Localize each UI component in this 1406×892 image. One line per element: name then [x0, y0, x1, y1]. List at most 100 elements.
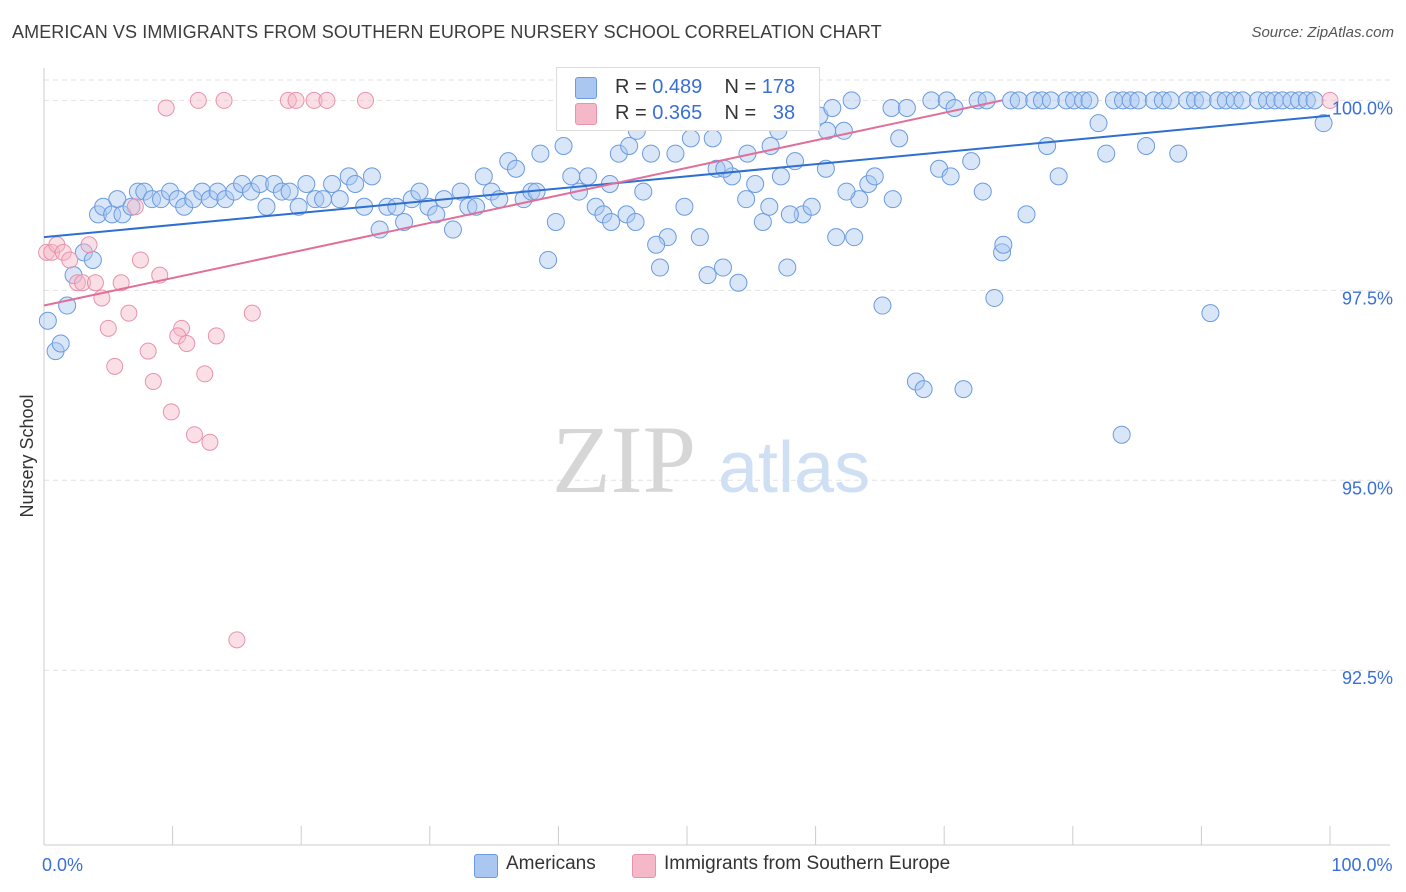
x-tick-label: 0.0%	[42, 855, 83, 875]
immigrants-point	[131, 251, 149, 269]
americans-point	[562, 167, 581, 186]
americans-point	[427, 205, 446, 224]
americans-point	[842, 91, 861, 110]
americans-point	[443, 220, 462, 239]
americans-point	[94, 197, 113, 216]
americans-point	[410, 182, 429, 201]
americans-point	[578, 167, 597, 186]
immigrants-point	[287, 91, 305, 109]
americans-point	[690, 228, 709, 247]
americans-point	[216, 190, 235, 209]
americans-point	[1032, 91, 1051, 110]
immigrants-n-value: 38	[772, 102, 796, 124]
americans-point	[1233, 91, 1252, 110]
americans-point	[714, 258, 733, 277]
americans-point	[1257, 91, 1276, 110]
americans-point	[823, 98, 842, 117]
immigrants-r-value: 0.365	[652, 102, 703, 124]
americans-point	[289, 197, 308, 216]
americans-point	[647, 235, 666, 254]
americans-point	[193, 182, 212, 201]
americans-point	[554, 136, 573, 155]
americans-point	[1041, 91, 1060, 110]
americans-point	[265, 174, 284, 193]
americans-point	[1193, 91, 1212, 110]
americans-point	[883, 190, 902, 209]
americans-point	[161, 182, 180, 201]
americans-n-value: 178	[761, 76, 796, 98]
immigrants-point	[112, 274, 130, 292]
y-tick-label: 92.5%	[1342, 668, 1393, 688]
americans-point	[330, 190, 349, 209]
americans-point	[1129, 91, 1148, 110]
americans-point	[626, 212, 645, 231]
americans-point	[242, 182, 261, 201]
americans-point	[1297, 91, 1316, 110]
americans-point	[1282, 91, 1301, 110]
americans-point	[1113, 91, 1132, 110]
americans-point	[113, 205, 132, 224]
americans-point	[802, 197, 821, 216]
americans-point	[323, 174, 342, 193]
immigrants-point	[185, 426, 203, 444]
americans-point	[280, 182, 299, 201]
americans-point	[937, 91, 956, 110]
americans-point	[539, 250, 558, 269]
americans-point	[175, 197, 194, 216]
americans-point	[272, 182, 291, 201]
americans-point	[1201, 304, 1220, 323]
y-tick-label: 95.0%	[1342, 478, 1393, 498]
watermark-zip: ZIP	[552, 406, 696, 513]
americans-point	[993, 243, 1012, 262]
americans-point	[845, 228, 864, 247]
americans-point	[1049, 167, 1068, 186]
americans-point	[531, 144, 550, 163]
immigrants-point	[318, 91, 336, 109]
immigrants-point	[162, 403, 180, 421]
americans-point	[346, 174, 365, 193]
americans-point	[1017, 205, 1036, 224]
watermark-atlas: atlas	[718, 428, 870, 508]
americans-point	[1153, 91, 1172, 110]
americans-point	[474, 167, 493, 186]
immigrants-point	[80, 236, 98, 254]
americans-point	[83, 250, 102, 269]
immigrants-point	[139, 342, 157, 360]
americans-point	[1009, 91, 1028, 110]
immigrants-point	[189, 91, 207, 109]
americans-trend-line	[43, 114, 1331, 239]
immigrants-point	[86, 274, 104, 292]
americans-point	[395, 212, 414, 231]
americans-point	[834, 121, 853, 140]
americans-point	[778, 258, 797, 277]
americans-point	[233, 174, 252, 193]
americans-point	[973, 182, 992, 201]
americans-point	[1185, 91, 1204, 110]
americans-point	[1002, 91, 1021, 110]
axis-labels: 100.0% 97.5% 95.0% 92.5% 0.0% 100.0% Nursery S…	[17, 98, 1393, 875]
immigrants-point	[126, 198, 144, 216]
americans-point	[715, 159, 734, 178]
immigrants-legend-label: Immigrants from Southern Europe	[664, 853, 951, 874]
immigrants-point	[178, 335, 196, 353]
americans-point	[641, 144, 660, 163]
americans-point	[251, 174, 270, 193]
immigrants-point	[173, 319, 191, 337]
y-tick-label: 97.5%	[1342, 288, 1393, 308]
americans-point	[837, 182, 856, 201]
immigrants-legend-swatch	[632, 854, 656, 878]
immigrants-point	[157, 99, 175, 117]
immigrants-point	[68, 274, 86, 292]
americans-point	[954, 380, 973, 399]
americans-point	[746, 174, 765, 193]
immigrants-point	[1321, 91, 1339, 109]
r-label: R =	[615, 102, 647, 124]
americans-point	[314, 190, 333, 209]
americans-point	[1290, 91, 1309, 110]
americans-point	[586, 197, 605, 216]
immigrants-point	[196, 365, 214, 383]
americans-point	[771, 167, 790, 186]
americans-point	[467, 197, 486, 216]
x-tick-label: 100.0%	[1331, 855, 1392, 875]
